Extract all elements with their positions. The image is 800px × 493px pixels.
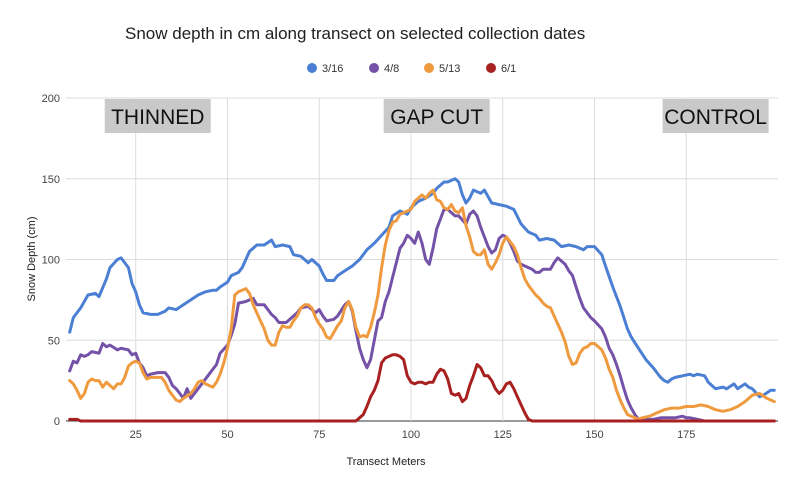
region-label-control: CONTROL [662, 99, 769, 133]
legend-marker [486, 63, 496, 73]
region-label-text: GAP CUT [390, 106, 483, 129]
x-axis-ticks: 25 50 75 100 125 150 175 [130, 429, 696, 441]
series-line-6-1 [68, 353, 776, 423]
legend-label: 5/13 [439, 63, 460, 75]
legend-item-6-1: 6/1 [486, 63, 516, 75]
y-tick-label: 150 [42, 174, 60, 186]
legend-label: 6/1 [501, 63, 516, 75]
y-axis-ticks: 0 50 100 150 200 [42, 93, 60, 428]
series-line-5-13 [68, 188, 776, 421]
x-tick-label: 175 [677, 429, 695, 441]
region-label-box [662, 99, 769, 133]
legend: 3/16 4/8 5/13 6/1 [307, 63, 516, 75]
x-tick-label: 25 [130, 429, 142, 441]
y-tick-label: 100 [42, 255, 60, 267]
x-tick-label: 125 [494, 429, 512, 441]
legend-marker [369, 63, 379, 73]
legend-label: 4/8 [384, 63, 399, 75]
x-tick-label: 50 [221, 429, 233, 441]
chart-title: Snow depth in cm along transect on selec… [125, 24, 586, 43]
legend-item-5-13: 5/13 [424, 63, 460, 75]
y-axis-title: Snow Depth (cm) [26, 217, 38, 302]
region-label-text: CONTROL [664, 106, 767, 129]
legend-marker [307, 63, 317, 73]
x-tick-label: 75 [313, 429, 325, 441]
region-label-gap-cut: GAP CUT [383, 99, 490, 133]
legend-item-3-16: 3/16 [307, 63, 343, 75]
region-label-text: THINNED [111, 106, 204, 129]
y-tick-label: 50 [48, 335, 60, 347]
y-tick-label: 0 [54, 416, 60, 428]
x-axis-title: Transect Meters [346, 456, 426, 468]
gridlines [66, 97, 778, 422]
series-line-3-16 [68, 177, 776, 399]
legend-marker [424, 63, 434, 73]
region-label-box [104, 99, 211, 133]
region-labels: THINNED GAP CUT CONTROL [104, 99, 769, 133]
series-lines [68, 177, 776, 423]
region-label-box [383, 99, 490, 133]
region-label-thinned: THINNED [104, 99, 211, 133]
legend-item-4-8: 4/8 [369, 63, 399, 75]
legend-label: 3/16 [322, 63, 343, 75]
y-tick-label: 200 [42, 93, 60, 105]
series-line-4-8 [68, 207, 776, 423]
x-tick-label: 100 [402, 429, 420, 441]
x-tick-label: 150 [585, 429, 603, 441]
